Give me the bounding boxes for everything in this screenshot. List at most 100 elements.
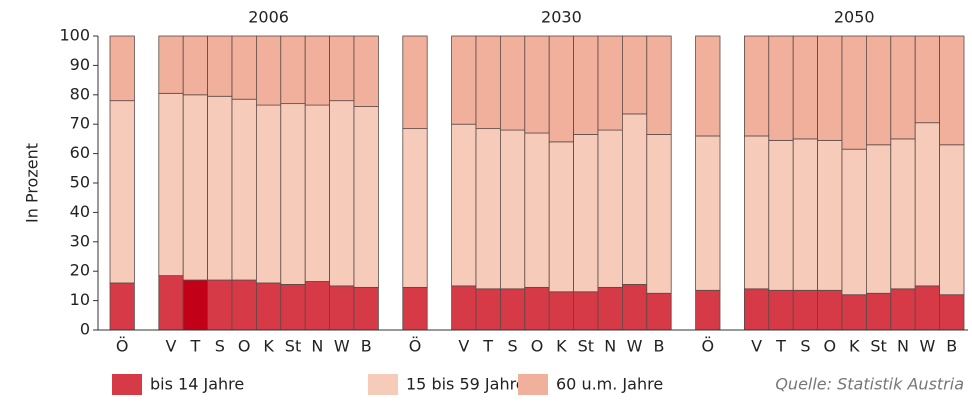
bar-segment — [646, 35, 672, 135]
x-tick-label: V — [458, 337, 469, 356]
bar-segment — [890, 138, 916, 290]
bar-segment — [646, 292, 672, 331]
bar-segment — [304, 35, 331, 106]
bar-segment — [866, 144, 892, 294]
x-tick-label: K — [263, 337, 274, 356]
bar-segment — [353, 35, 379, 107]
y-tick-label: 40 — [70, 202, 90, 221]
x-tick-label: St — [285, 337, 301, 356]
bar-segment — [744, 35, 770, 137]
legend-swatch — [368, 374, 398, 395]
bar-segment — [695, 35, 721, 137]
bar-segment — [451, 123, 477, 287]
x-tick-label: St — [578, 337, 594, 356]
x-tick-label: St — [870, 337, 886, 356]
bar-segment — [646, 134, 672, 294]
bar-segment — [573, 134, 599, 293]
legend-swatch — [518, 374, 548, 395]
bar-segment — [573, 291, 599, 331]
x-tick-label: W — [627, 337, 643, 356]
bar-segment — [744, 288, 770, 331]
x-tick-label: V — [751, 337, 762, 356]
y-tick-label: 10 — [70, 290, 90, 309]
bar-segment — [255, 104, 282, 284]
bar-segment — [866, 35, 892, 146]
legend-swatch — [112, 374, 142, 395]
legend-label: 15 bis 59 Jahre — [406, 375, 526, 394]
bar-segment — [255, 282, 282, 331]
bar-segment — [329, 100, 355, 287]
bar-segment — [548, 35, 575, 143]
x-tick-label: S — [508, 337, 518, 356]
x-tick-label: S — [800, 337, 810, 356]
source: Quelle: Statistik Austria — [775, 375, 964, 394]
bar-segment — [231, 279, 257, 331]
bar-segment — [451, 35, 477, 125]
x-tick-label: B — [654, 337, 665, 356]
bar-segment — [597, 286, 623, 331]
bar-segment — [231, 35, 257, 100]
x-tick-label: S — [215, 337, 225, 356]
x-tick-label: T — [775, 337, 786, 356]
bar-segment — [158, 35, 184, 94]
bar-segment — [548, 291, 575, 331]
bar-segment — [280, 284, 306, 331]
bar-segment — [402, 286, 428, 331]
x-tick-label: B — [361, 337, 372, 356]
bar-segment — [939, 144, 965, 296]
bar-segment — [524, 35, 550, 134]
bar-segment — [597, 35, 623, 131]
bar-segment — [402, 35, 428, 130]
bar-segment — [475, 128, 501, 290]
y-tick-label: 30 — [70, 231, 90, 250]
bar-segment — [304, 104, 331, 282]
bar-segment — [499, 35, 526, 131]
bar-segment — [792, 289, 819, 331]
bar-segment — [304, 281, 331, 331]
bar-segment — [622, 113, 648, 285]
bar-segment — [158, 275, 184, 331]
bar-segment — [207, 95, 233, 281]
bar-segment — [792, 35, 819, 140]
x-tick-label: T — [482, 337, 493, 356]
group-label: 2006 — [248, 8, 289, 27]
x-tick-label: N — [897, 337, 909, 356]
bar-segment — [548, 141, 575, 293]
x-tick-label: K — [849, 337, 860, 356]
x-tick-label: O — [824, 337, 837, 356]
bar-segment — [207, 35, 233, 97]
bar-segment — [499, 288, 526, 331]
bar-segment — [622, 284, 648, 331]
bar-segment — [744, 135, 770, 290]
y-tick-label: 80 — [70, 84, 90, 103]
y-tick-label: 70 — [70, 114, 90, 133]
bar-segment — [768, 139, 794, 291]
x-tick-label: V — [166, 337, 177, 356]
bar-segment — [182, 279, 208, 331]
bar-segment — [329, 35, 355, 102]
bar-segment — [914, 35, 941, 124]
bar-segment — [817, 139, 843, 291]
bar-segment — [280, 103, 306, 285]
bar-segment — [768, 35, 794, 141]
bar-segment — [475, 35, 501, 130]
bar-segment — [353, 286, 379, 331]
bar-segment — [499, 129, 526, 290]
bar-segment — [939, 35, 965, 146]
bar-segment — [890, 288, 916, 331]
bar-segment — [109, 100, 135, 284]
legend-label: bis 14 Jahre — [150, 375, 244, 394]
bar-segment — [280, 35, 306, 105]
bar-segment — [695, 289, 721, 331]
bar-segment — [402, 128, 428, 288]
bar-segment — [475, 288, 501, 331]
x-tick-label: T — [190, 337, 201, 356]
group-label: 2050 — [834, 8, 875, 27]
bar-segment — [841, 35, 867, 150]
bar-segment — [597, 129, 623, 288]
bar-segment — [353, 106, 379, 288]
y-tick-label: 100 — [59, 26, 90, 45]
bar-segment — [524, 286, 550, 331]
x-tick-label: Ö — [409, 337, 422, 356]
